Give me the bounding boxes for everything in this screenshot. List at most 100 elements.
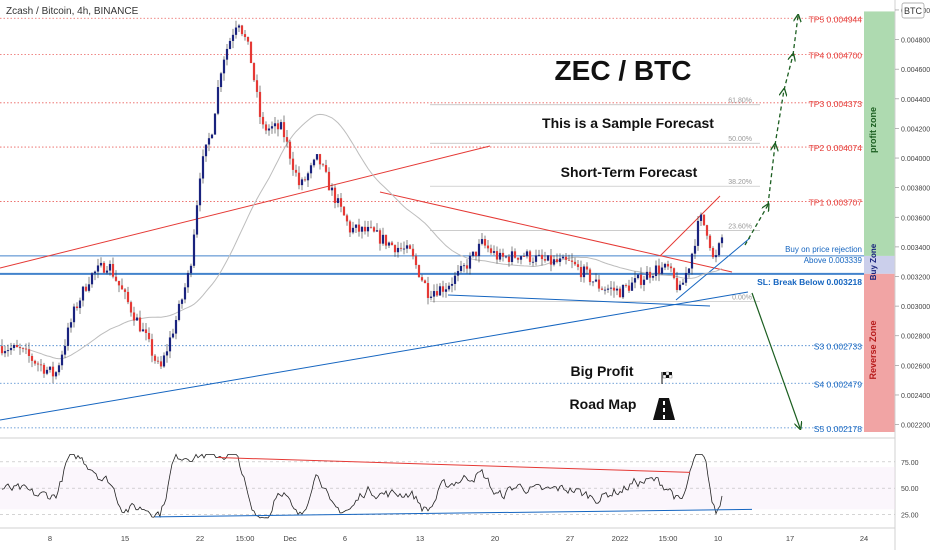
candle-body: [573, 261, 577, 265]
candle: [453, 271, 457, 291]
candle-body: [534, 255, 538, 262]
candle: [30, 353, 34, 368]
candle: [660, 262, 664, 275]
candle: [519, 255, 523, 265]
candle: [96, 258, 100, 279]
candle-body: [402, 248, 406, 250]
candle-body: [9, 347, 13, 351]
time-tick-label: 17: [786, 534, 794, 543]
candle: [693, 239, 697, 260]
candle: [489, 244, 493, 255]
candle: [549, 248, 553, 272]
candle-body: [345, 215, 349, 222]
candle: [405, 240, 409, 254]
candle: [63, 339, 67, 359]
candle: [435, 283, 439, 297]
candle-body: [114, 276, 118, 281]
candle: [297, 166, 301, 190]
candle-body: [717, 243, 721, 256]
candle-body: [96, 265, 100, 272]
candle: [120, 278, 124, 290]
candle-body: [339, 198, 343, 207]
candle: [243, 29, 247, 41]
candle: [390, 240, 394, 246]
candle-body: [261, 116, 265, 125]
candle: [222, 56, 226, 81]
candle: [711, 246, 715, 259]
candle: [255, 74, 259, 98]
candle: [381, 227, 385, 246]
candle: [594, 273, 598, 283]
candle-body: [267, 128, 271, 131]
candle: [39, 359, 43, 372]
candle-body: [216, 87, 220, 114]
candle: [363, 220, 367, 235]
candle: [180, 298, 184, 309]
candle-body: [66, 327, 70, 346]
candle-body: [627, 285, 631, 291]
candle-body: [438, 286, 442, 296]
candle: [117, 280, 121, 293]
candle-body: [489, 248, 493, 253]
candle: [210, 133, 214, 139]
candle: [588, 267, 592, 286]
candle: [582, 264, 586, 283]
candle: [495, 246, 499, 264]
candle: [135, 313, 139, 321]
zone-band-2: [864, 273, 895, 432]
candle: [639, 267, 643, 289]
candle: [597, 275, 601, 292]
candle-body: [495, 251, 499, 260]
time-tick-label: 15: [121, 534, 129, 543]
candle-body: [471, 251, 475, 256]
candle-body: [624, 285, 628, 286]
candle-body: [291, 158, 295, 170]
candle: [525, 249, 529, 259]
candle: [231, 28, 235, 49]
candle: [459, 260, 463, 274]
candle: [432, 284, 436, 303]
candle: [510, 246, 514, 265]
candle: [360, 226, 364, 239]
price-tick-label: 0.002600: [901, 363, 930, 370]
candle-body: [219, 73, 223, 88]
candle-body: [426, 283, 430, 298]
candle: [108, 260, 112, 276]
candle: [627, 279, 631, 294]
candle-body: [78, 300, 82, 309]
red-channel-top: [659, 195, 721, 257]
rsi-tick-label: 50.00: [901, 486, 919, 493]
candle: [696, 216, 700, 251]
candle: [114, 270, 118, 282]
candle: [45, 366, 49, 376]
candle: [174, 315, 178, 340]
candle: [522, 252, 526, 257]
candle: [426, 276, 430, 305]
candle: [498, 248, 502, 262]
candle-body: [255, 80, 259, 92]
candle: [132, 306, 136, 326]
candle: [138, 310, 142, 333]
candle: [543, 251, 547, 263]
candle: [177, 300, 181, 322]
price-tick-label: 0.004800: [901, 38, 930, 45]
candle: [645, 266, 649, 280]
candle-body: [321, 164, 325, 166]
candle: [486, 240, 490, 253]
candle: [21, 347, 25, 353]
candle-body: [309, 165, 313, 174]
candle-body: [33, 360, 37, 364]
candle: [411, 243, 415, 260]
candle-body: [519, 256, 523, 260]
forecast-arrow-up: [792, 16, 798, 56]
forecast-arrow-up: [783, 55, 793, 91]
candle: [531, 257, 535, 267]
price-tick-label: 0.003000: [901, 304, 930, 311]
level-label-TP4: TP4 0.004700: [809, 50, 863, 60]
candle-body: [681, 282, 685, 285]
candle: [165, 344, 169, 363]
candle: [336, 194, 340, 208]
road-map-note: Road Map: [570, 396, 637, 412]
candle: [648, 267, 652, 284]
